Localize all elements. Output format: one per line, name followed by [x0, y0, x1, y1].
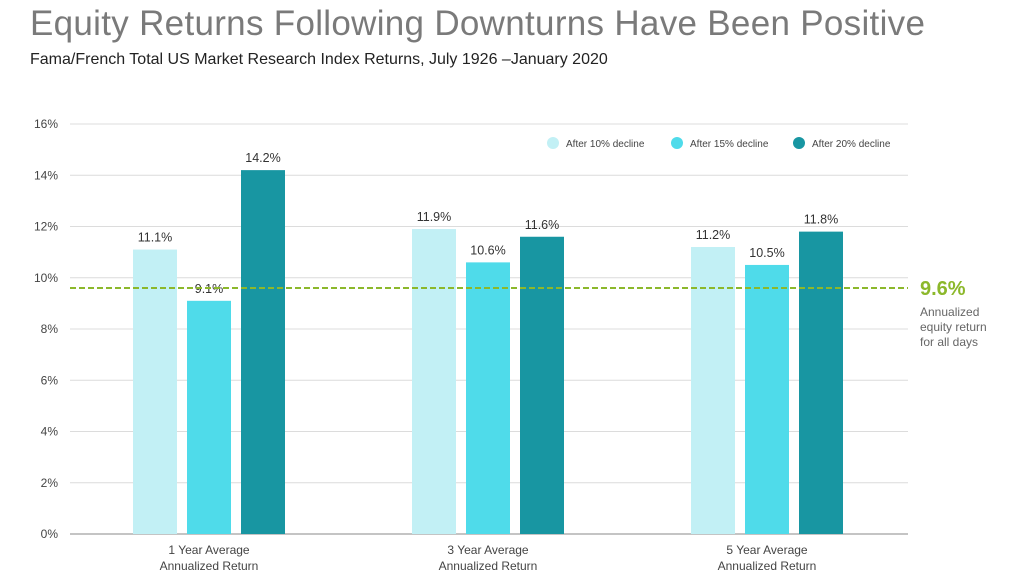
bar-value-label: 11.2%	[696, 228, 731, 242]
x-tick-label: 5 Year Average	[726, 543, 808, 557]
reference-note: equity return	[920, 320, 987, 334]
legend-swatch	[671, 137, 683, 149]
legend-swatch	[547, 137, 559, 149]
legend-label: After 10% decline	[566, 139, 645, 150]
reference-note: Annualized	[920, 305, 979, 319]
bar	[241, 170, 285, 534]
y-tick-label: 14%	[34, 168, 58, 182]
y-tick-label: 10%	[34, 271, 58, 285]
bars	[133, 170, 843, 534]
bar	[133, 249, 177, 534]
y-tick-label: 8%	[41, 322, 59, 336]
bar-value-label: 14.2%	[245, 151, 280, 165]
bar-value-labels: 11.1%11.9%11.2%9.1%10.6%10.5%14.2%11.6%1…	[138, 151, 839, 296]
reference-value-label: 9.6%	[920, 278, 966, 300]
y-tick-label: 6%	[41, 373, 59, 387]
reference-note: for all days	[920, 335, 978, 349]
legend-swatch	[793, 137, 805, 149]
y-tick-label: 4%	[41, 425, 59, 439]
bar-value-label: 10.6%	[470, 243, 505, 257]
bar	[745, 264, 789, 534]
chart-subtitle: Fama/French Total US Market Research Ind…	[30, 51, 608, 68]
x-tick-label: Annualized Return	[718, 559, 817, 573]
x-axis-labels: 1 Year Average Annualized Return 3 Year Av…	[160, 543, 817, 573]
bar-value-label: 11.1%	[138, 231, 173, 245]
bar-value-label: 11.6%	[525, 218, 560, 232]
bar	[799, 231, 843, 534]
legend: After 10% decline After 15% decline After …	[547, 137, 891, 150]
bar	[520, 236, 564, 534]
chart-title: Equity Returns Following Downturns Have …	[30, 4, 926, 43]
bar-value-label: 11.8%	[804, 213, 839, 227]
y-axis-ticks: 0% 2% 4% 6% 8% 10% 12% 14% 16%	[34, 117, 58, 541]
y-tick-label: 0%	[41, 527, 59, 541]
bar	[466, 262, 510, 534]
bar	[187, 300, 231, 534]
legend-label: After 20% decline	[812, 139, 891, 150]
x-tick-label: Annualized Return	[160, 559, 259, 573]
legend-label: After 15% decline	[690, 139, 769, 150]
bar-value-label: 11.9%	[417, 210, 452, 224]
bar-value-label: 10.5%	[749, 246, 784, 260]
y-tick-label: 2%	[41, 476, 59, 490]
bar	[412, 229, 456, 534]
x-tick-label: 3 Year Average	[447, 543, 529, 557]
y-tick-label: 16%	[34, 117, 58, 131]
x-tick-label: 1 Year Average	[168, 543, 250, 557]
bar	[691, 247, 735, 534]
y-tick-label: 12%	[34, 220, 58, 234]
x-tick-label: Annualized Return	[439, 559, 538, 573]
